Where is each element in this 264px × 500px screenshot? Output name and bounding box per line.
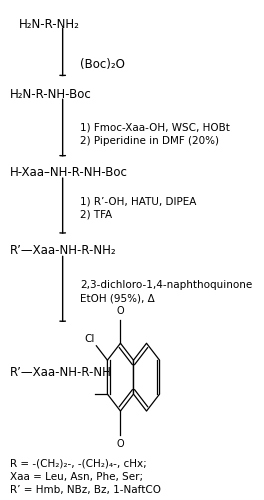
Text: O: O bbox=[117, 439, 124, 449]
Text: R’ = Hmb, NBz, Bz, 1-NaftCO: R’ = Hmb, NBz, Bz, 1-NaftCO bbox=[10, 486, 161, 496]
Text: O: O bbox=[117, 306, 124, 316]
Text: R = -(CH₂)₂-, -(CH₂)₄-, cHx;: R = -(CH₂)₂-, -(CH₂)₄-, cHx; bbox=[10, 458, 146, 468]
Text: 2,3-dichloro-1,4-naphthoquinone: 2,3-dichloro-1,4-naphthoquinone bbox=[80, 280, 253, 290]
Text: H₂N-R-NH₂: H₂N-R-NH₂ bbox=[18, 18, 79, 31]
Text: 1) Fmoc-Xaa-OH, WSC, HOBt: 1) Fmoc-Xaa-OH, WSC, HOBt bbox=[80, 123, 230, 133]
Text: H-Xaa–NH-R-NH-Boc: H-Xaa–NH-R-NH-Boc bbox=[10, 166, 128, 179]
Text: (Boc)₂O: (Boc)₂O bbox=[80, 58, 125, 71]
Text: Xaa = Leu, Asn, Phe, Ser;: Xaa = Leu, Asn, Phe, Ser; bbox=[10, 472, 143, 482]
Text: 2) Piperidine in DMF (20%): 2) Piperidine in DMF (20%) bbox=[80, 136, 219, 146]
Text: 1) R’-OH, HATU, DIPEA: 1) R’-OH, HATU, DIPEA bbox=[80, 196, 197, 206]
Text: R’—Xaa-NH-R-NH₂: R’—Xaa-NH-R-NH₂ bbox=[10, 244, 116, 257]
Text: 2) TFA: 2) TFA bbox=[80, 210, 112, 220]
Text: H₂N-R-NH-Boc: H₂N-R-NH-Boc bbox=[10, 88, 91, 101]
Text: EtOH (95%), Δ: EtOH (95%), Δ bbox=[80, 294, 155, 304]
Text: R’—Xaa-NH-R-NH: R’—Xaa-NH-R-NH bbox=[10, 366, 111, 378]
Text: Cl: Cl bbox=[85, 334, 95, 344]
